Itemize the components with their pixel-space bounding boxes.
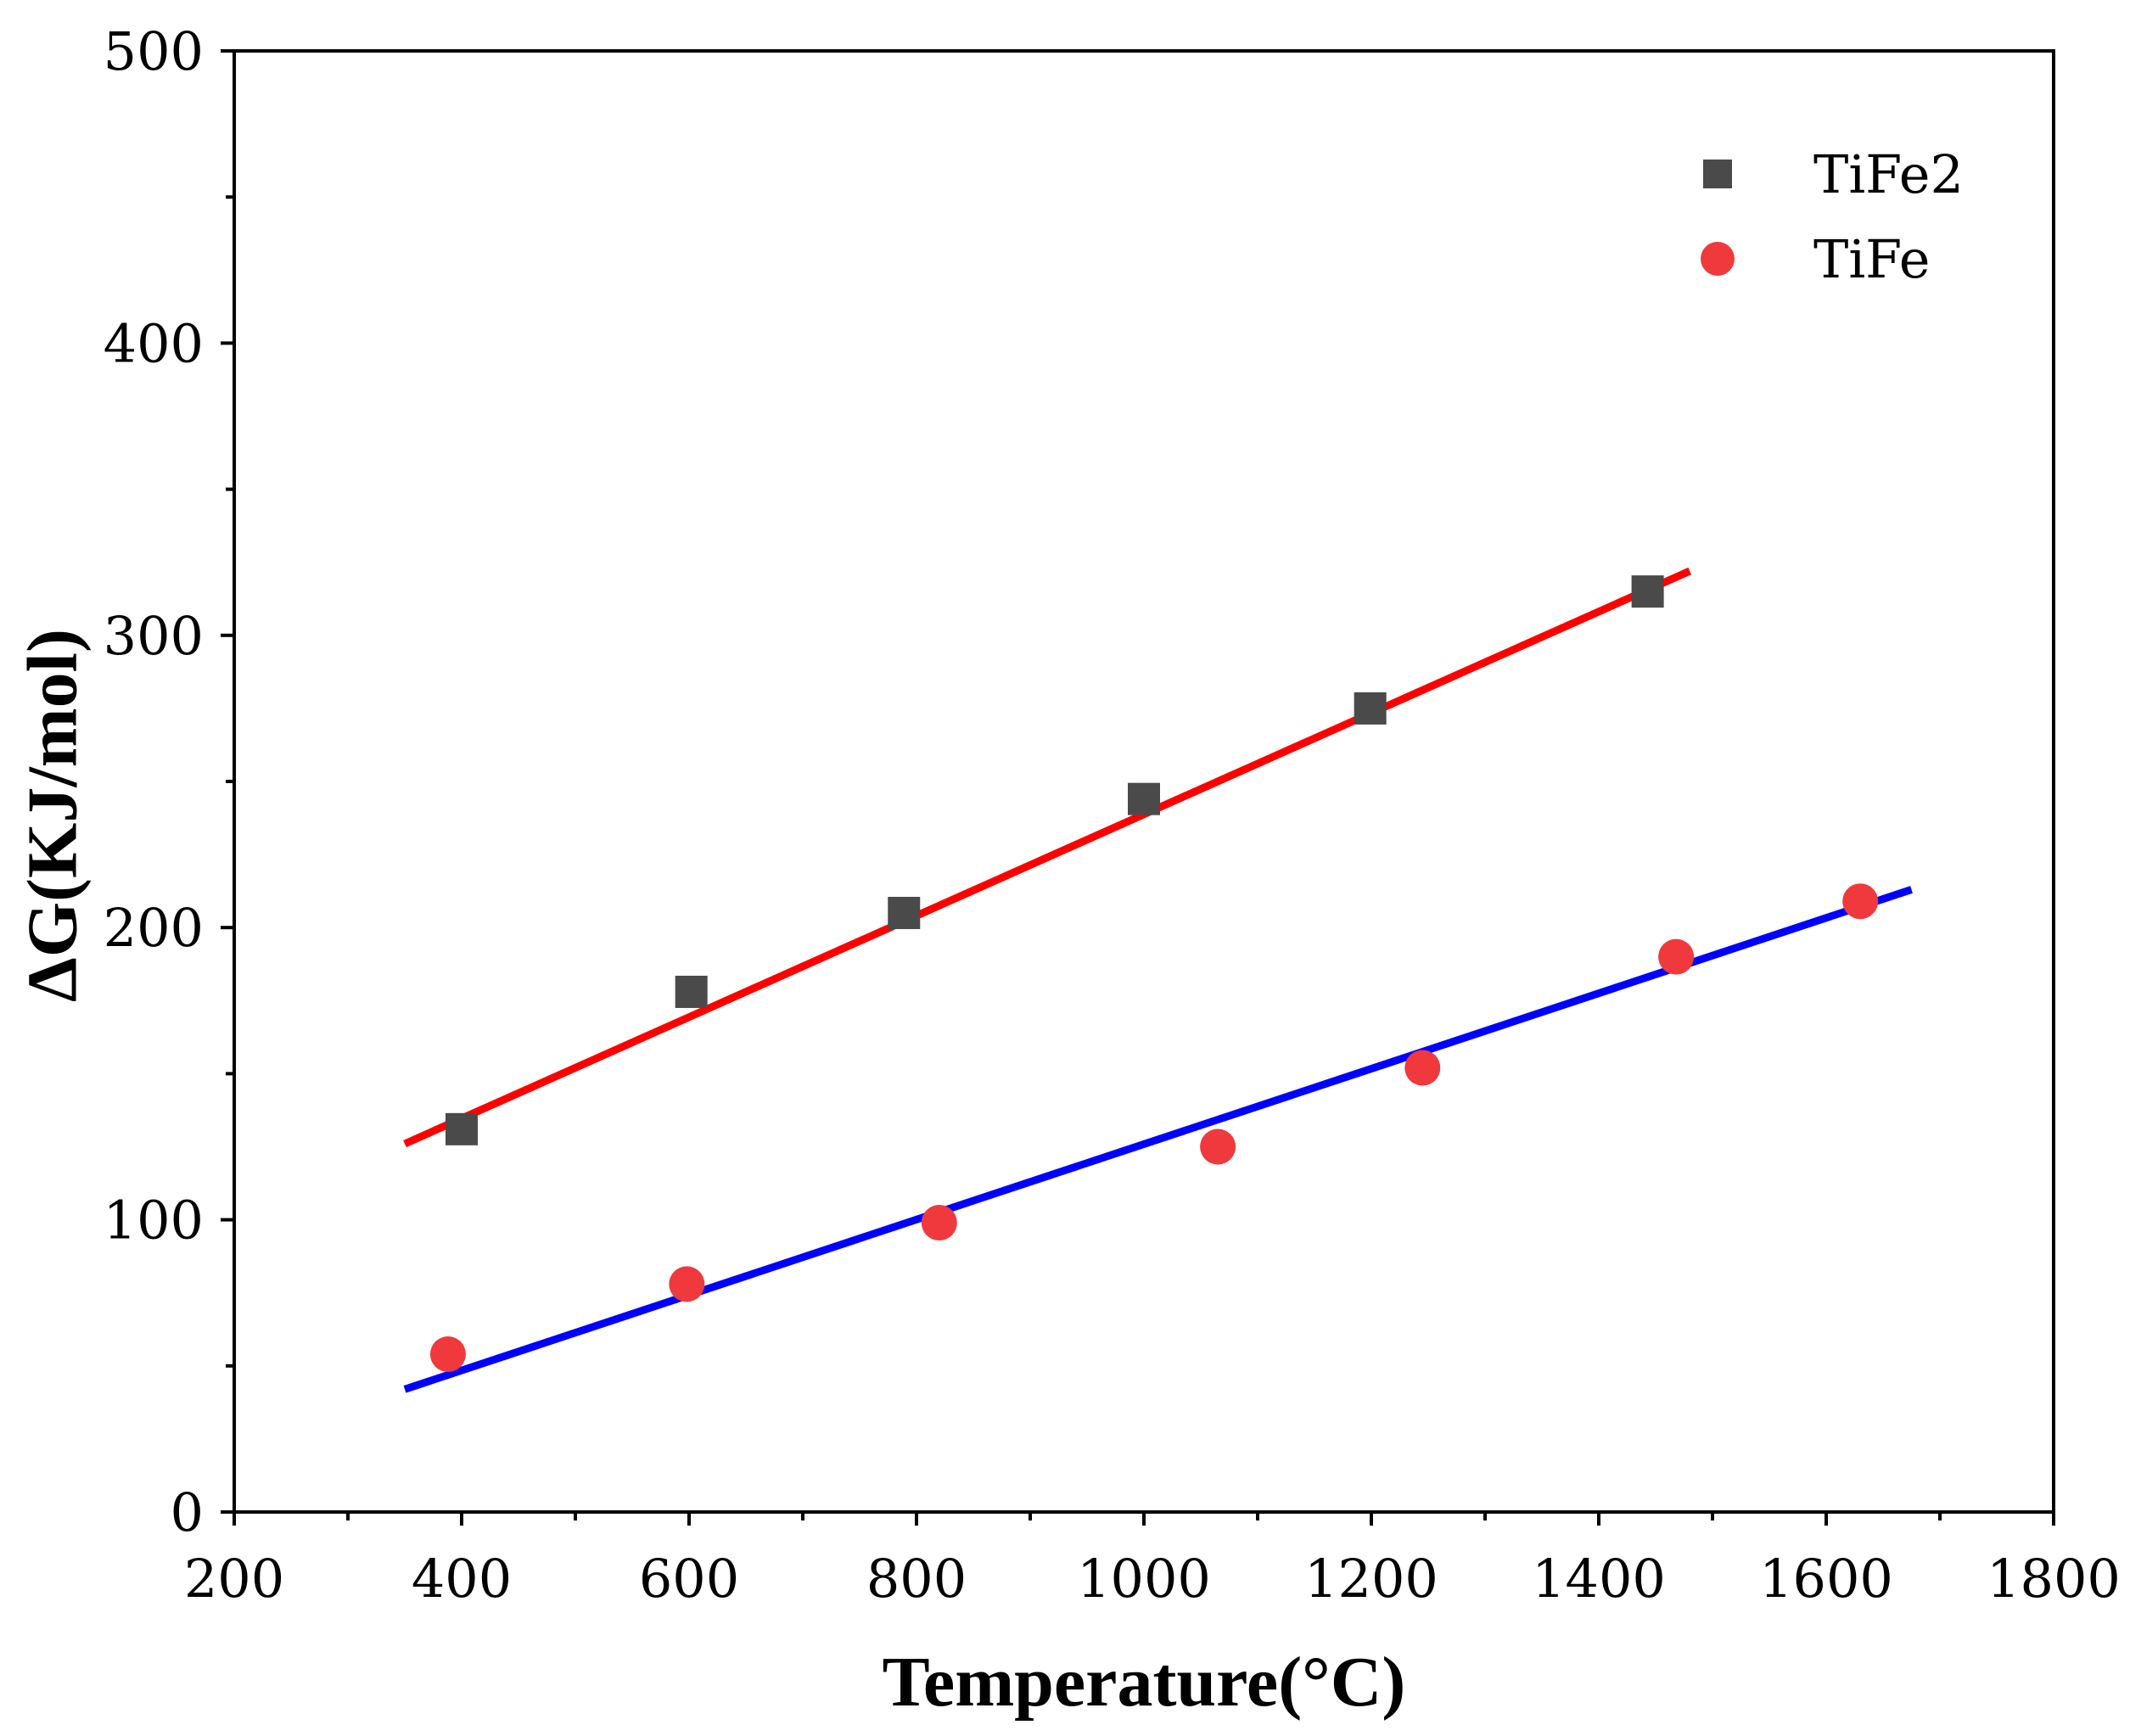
data-point-tife2 <box>1128 782 1160 815</box>
y-tick-label: 0 <box>171 1481 204 1543</box>
y-tick-label: 100 <box>104 1190 204 1252</box>
fit-line-tife <box>403 886 1913 1393</box>
plot-frame <box>233 49 2055 1514</box>
plot-area <box>403 567 1913 1393</box>
y-tick-label: 200 <box>104 897 204 959</box>
x-tick-label: 1800 <box>1987 1548 2121 1610</box>
data-point-tife <box>1658 938 1695 975</box>
legend-label-tife2: TiFe2 <box>1813 143 1964 205</box>
data-point-tife <box>669 1266 705 1302</box>
data-point-tife <box>1404 1050 1441 1086</box>
data-point-tife <box>921 1205 957 1241</box>
y-axis-title: ΔG(KJ/mol) <box>13 629 92 1002</box>
axes: 200 400 600 800 1000 1200 1400 1600 1800 0 100 200 3… <box>104 20 2121 1610</box>
x-tick-label: 1000 <box>1077 1548 1211 1610</box>
x-tick-label: 1200 <box>1304 1548 1438 1610</box>
x-tick-label: 600 <box>639 1548 739 1610</box>
x-tick-label: 200 <box>184 1548 284 1610</box>
data-point-tife2 <box>888 896 921 929</box>
x-tick-label: 800 <box>866 1548 967 1610</box>
data-point-tife2 <box>675 975 708 1008</box>
x-tick-label: 1400 <box>1532 1548 1666 1610</box>
fit-line-tife2 <box>403 567 1692 1148</box>
x-tick-label: 400 <box>412 1548 512 1610</box>
legend: TiFe2 TiFe <box>1701 143 1964 290</box>
data-point-tife2 <box>446 1112 478 1145</box>
data-point-tife2 <box>1354 692 1387 725</box>
data-point-tife2 <box>1631 575 1664 608</box>
data-point-tife <box>429 1336 466 1373</box>
y-tick-label: 400 <box>104 312 204 374</box>
x-axis-title: Temperature(°C) <box>883 1643 1406 1722</box>
data-point-tife <box>1842 883 1879 920</box>
legend-marker-tife2 <box>1703 160 1732 188</box>
y-tick-label: 500 <box>104 20 204 82</box>
legend-label-tife: TiFe <box>1813 228 1931 290</box>
legend-marker-tife <box>1701 242 1735 276</box>
y-tick-label: 300 <box>104 605 204 667</box>
data-point-tife <box>1200 1128 1236 1165</box>
x-tick-label: 1600 <box>1759 1548 1893 1610</box>
